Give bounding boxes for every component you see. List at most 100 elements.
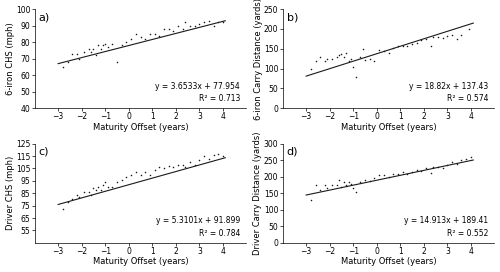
Point (453, 37, 461, 41)
Point (73, 51, 81, 56)
Point (316, 54, 324, 59)
Point (338, 184, 345, 189)
Point (80, 190, 88, 194)
Point (448, 160, 456, 164)
Point (389, 172, 397, 177)
Text: y = 18.82x + 137.43
R² = 0.574: y = 18.82x + 137.43 R² = 0.574 (409, 82, 488, 103)
Point (90, 186, 98, 190)
Point (190, 23, 198, 28)
X-axis label: Maturity Offset (years): Maturity Offset (years) (92, 257, 188, 267)
Point (342, 51, 350, 55)
Point (332, 183, 340, 187)
Point (141, 170, 149, 174)
Point (328, 183, 336, 187)
Point (366, 178, 374, 183)
Point (375, 47, 383, 52)
Point (434, 165, 442, 170)
Point (444, 163, 452, 167)
Point (352, 74, 360, 79)
Point (132, 170, 140, 174)
X-axis label: Maturity Offset (years): Maturity Offset (years) (340, 123, 436, 132)
Point (205, 156, 213, 161)
Point (312, 58, 320, 63)
Point (340, 54, 348, 59)
Point (307, 198, 315, 202)
Point (458, 33, 466, 37)
Point (146, 172, 154, 177)
Text: y = 3.6533x + 77.954
R² = 0.713: y = 3.6533x + 77.954 R² = 0.713 (156, 82, 240, 103)
Point (68, 197, 76, 202)
Point (342, 183, 350, 187)
Point (150, 168, 158, 172)
Point (404, 172, 411, 176)
Point (347, 57, 355, 61)
Point (113, 180, 121, 184)
Point (92, 53, 100, 58)
Point (384, 175, 392, 180)
Point (444, 34, 452, 38)
Point (380, 49, 388, 53)
Text: c): c) (39, 147, 50, 157)
Point (422, 166, 430, 171)
Point (179, 27, 187, 31)
Point (87, 50, 95, 54)
Text: d): d) (287, 147, 298, 157)
Point (190, 163, 198, 167)
Point (186, 23, 194, 28)
Point (200, 20, 208, 24)
Point (174, 23, 182, 28)
Y-axis label: 6-iron Carry Distance (yards): 6-iron Carry Distance (yards) (254, 0, 262, 120)
Point (108, 42, 116, 46)
Point (467, 155, 475, 159)
Y-axis label: 6-iron CHS (mph): 6-iron CHS (mph) (6, 22, 15, 95)
Point (96, 187, 104, 192)
Point (200, 154, 208, 158)
Point (384, 51, 392, 55)
Text: y = 5.3101x + 91.899
R² = 0.784: y = 5.3101x + 91.899 R² = 0.784 (156, 217, 240, 238)
Point (101, 42, 109, 46)
Point (464, 27, 472, 31)
Point (338, 51, 345, 56)
Point (73, 192, 81, 197)
Point (59, 65, 67, 69)
Point (394, 44, 402, 48)
Point (361, 178, 369, 182)
Point (404, 44, 411, 48)
Point (64, 60, 72, 64)
Point (196, 22, 203, 26)
Point (179, 163, 187, 167)
Point (332, 55, 340, 60)
Point (214, 20, 222, 24)
Point (427, 44, 435, 48)
Point (160, 166, 168, 171)
Point (59, 207, 67, 212)
Point (182, 20, 190, 24)
Point (352, 190, 360, 194)
Point (366, 57, 374, 61)
Point (344, 180, 352, 184)
Point (104, 185, 112, 189)
Point (127, 37, 135, 41)
Point (165, 27, 173, 31)
Point (335, 53, 343, 58)
Text: a): a) (39, 12, 50, 22)
Point (321, 58, 329, 63)
Point (196, 157, 203, 162)
Point (375, 173, 383, 177)
Point (122, 40, 130, 44)
Point (413, 41, 421, 45)
Point (80, 50, 88, 54)
Point (380, 173, 388, 177)
Point (453, 161, 461, 166)
Point (118, 177, 126, 182)
Point (219, 154, 227, 158)
X-axis label: Maturity Offset (years): Maturity Offset (years) (340, 257, 436, 267)
Y-axis label: Driver Carry Distance (yards): Driver Carry Distance (yards) (254, 132, 262, 255)
Point (307, 66, 315, 71)
Point (458, 158, 466, 162)
Point (182, 165, 190, 169)
Point (418, 38, 426, 42)
Point (122, 175, 130, 179)
Point (156, 165, 164, 169)
Point (85, 47, 93, 51)
